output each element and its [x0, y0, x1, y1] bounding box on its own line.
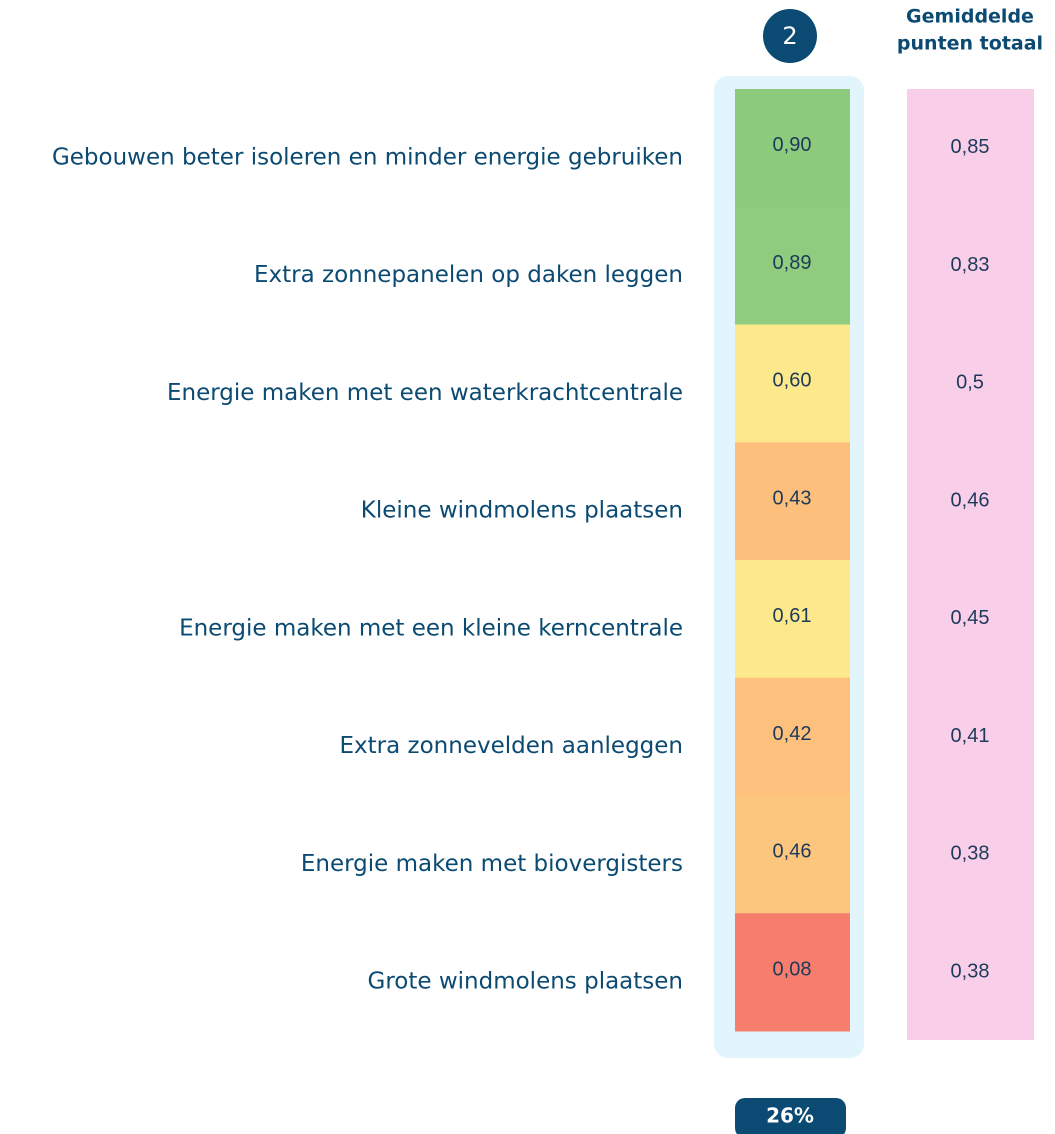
total-heading: punten totaal	[897, 33, 1043, 55]
cell-value: 0,08	[773, 958, 812, 980]
cell-value: 0,89	[773, 252, 812, 274]
total-value: 0,5	[956, 372, 984, 394]
cell-value: 0,43	[773, 487, 812, 509]
footer-value: 26%	[766, 1104, 814, 1128]
cell	[735, 913, 850, 1032]
cell	[735, 89, 850, 208]
row-label: Kleine windmolens plaatsen	[361, 498, 683, 524]
cell	[735, 442, 850, 561]
row-label: Gebouwen beter isoleren en minder energi…	[52, 144, 683, 170]
cell	[735, 795, 850, 914]
cell-value: 0,60	[773, 370, 812, 392]
total-value: 0,46	[951, 489, 990, 511]
row-label: Energie maken met biovergisters	[301, 851, 683, 877]
total-value: 0,85	[951, 136, 990, 158]
footer-pill	[735, 1098, 846, 1134]
row-label: Grote windmolens plaatsen	[368, 969, 684, 995]
cell	[735, 324, 850, 443]
row-label: Extra zonnepanelen op daken leggen	[254, 262, 683, 288]
total-value: 0,41	[951, 725, 990, 747]
cell-value: 0,90	[773, 134, 812, 156]
total-value: 0,45	[951, 607, 990, 629]
cell	[735, 206, 850, 325]
total-heading: Gemiddelde	[906, 6, 1034, 28]
total-column	[907, 89, 1034, 1040]
cell	[735, 560, 850, 679]
row-label: Energie maken met een kleine kerncentral…	[179, 615, 683, 641]
total-value: 0,38	[951, 843, 990, 865]
column-number: 2	[782, 22, 797, 50]
row-label: Energie maken met een waterkrachtcentral…	[167, 380, 683, 406]
cell-value: 0,46	[773, 841, 812, 863]
row-label: Extra zonnevelden aanleggen	[340, 733, 684, 759]
cell-value: 0,42	[773, 723, 812, 745]
total-value: 0,83	[951, 254, 990, 276]
cell	[735, 677, 850, 796]
total-value: 0,38	[951, 960, 990, 982]
cell-value: 0,61	[773, 605, 812, 627]
column-badge	[763, 9, 817, 63]
